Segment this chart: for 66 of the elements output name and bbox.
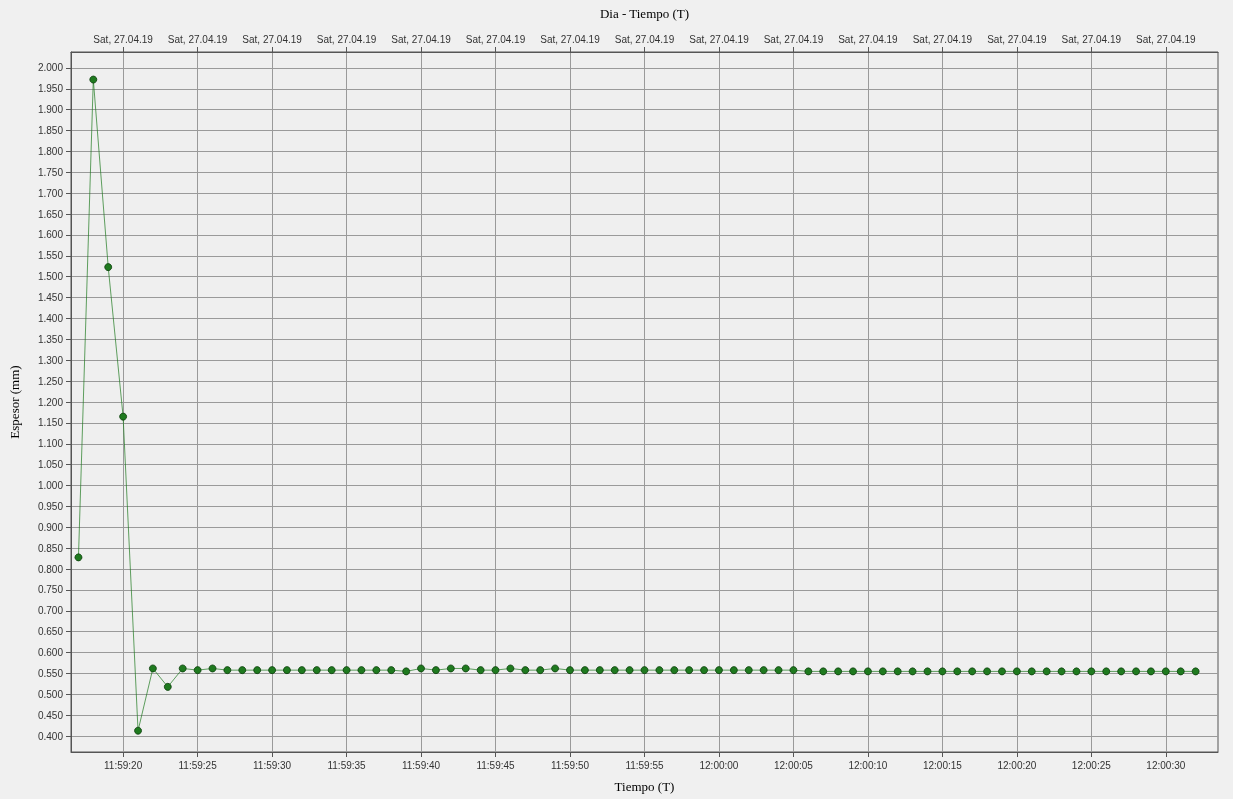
y-tick-label: 1.500 (37, 271, 64, 283)
text: Sat, 27.04.19 (167, 33, 228, 45)
y-tick-label: 0.550 (37, 667, 64, 679)
y-tick-label: 0.750 (37, 584, 64, 596)
y-tick-label: 0.700 (37, 605, 64, 617)
y-tick-label: 1.400 (37, 312, 64, 324)
text: Sat, 27.04.19 (912, 33, 973, 45)
y-tick-label: 1.750 (37, 166, 64, 178)
text: Sat, 27.04.19 (614, 33, 675, 45)
x-tick-label: 11:59:20 (104, 759, 143, 771)
x-tick-label: 12:00:00 (699, 759, 739, 771)
x-tick-label: 12:00:30 (1146, 759, 1186, 771)
y-tick-label: 2.000 (37, 62, 64, 74)
y-tick-label: 1.550 (37, 250, 64, 262)
y-tick-label: 1.950 (37, 83, 64, 95)
text: Sat, 27.04.19 (987, 33, 1048, 45)
text: Sat, 27.04.19 (540, 33, 601, 45)
y-tick-label: 1.850 (37, 125, 64, 137)
x-tick-label: 12:00:15 (922, 759, 963, 771)
x-tick-label: 11:59:55 (625, 759, 664, 771)
text: Sat, 27.04.19 (316, 33, 377, 45)
y-tick-label: 1.000 (37, 480, 64, 492)
text: Sat, 27.04.19 (689, 33, 750, 45)
y-tick-label: 1.650 (37, 208, 64, 220)
y-tick-label: 1.100 (37, 438, 64, 450)
x-tick-label: 11:59:40 (401, 759, 441, 771)
x-tick-label: 12:00:10 (848, 759, 888, 771)
text: Sat, 27.04.19 (1061, 33, 1122, 45)
y-tick-label: 1.300 (37, 354, 64, 366)
y-tick-label: 0.450 (37, 709, 64, 721)
x-tick-label: 11:59:25 (178, 759, 218, 771)
x-tick-label: 11:59:45 (476, 759, 516, 771)
text: Sat, 27.04.19 (242, 33, 303, 45)
y-tick-label: 1.600 (37, 229, 64, 241)
x-tick-label: 12:00:20 (997, 759, 1037, 771)
x-axis-title: Tiempo (T) (614, 779, 675, 794)
text: Sat, 27.04.19 (93, 33, 154, 45)
y-tick-label: 0.850 (37, 542, 64, 554)
x-tick-label: 11:59:35 (327, 759, 367, 771)
text: Sat, 27.04.19 (1136, 33, 1196, 45)
y-tick-label: 0.400 (37, 730, 64, 742)
y-tick-label: 1.150 (37, 417, 64, 429)
y-tick-label: 1.250 (37, 375, 64, 387)
y-tick-label: 0.900 (37, 521, 64, 533)
y-tick-label: 1.700 (37, 187, 64, 199)
text: Sat, 27.04.19 (763, 33, 824, 45)
y-tick-label: 1.050 (37, 459, 64, 471)
y-tick-label: 1.900 (37, 104, 64, 116)
x-tick-label: 12:00:25 (1071, 759, 1112, 771)
text: Sat, 27.04.19 (391, 33, 452, 45)
y-tick-label: 1.800 (37, 145, 64, 157)
x-tick-label: 11:59:30 (253, 759, 292, 771)
text: Sat, 27.04.19 (838, 33, 899, 45)
text: Sat, 27.04.19 (465, 33, 526, 45)
y-tick-label: 1.450 (37, 292, 64, 304)
y-tick-label: 0.950 (37, 500, 64, 512)
y-tick-label: 0.600 (37, 647, 64, 659)
y-tick-label: 1.350 (37, 333, 64, 345)
x2-axis-title: Dia - Tiempo (T) (599, 6, 690, 21)
y-tick-label: 0.500 (37, 688, 64, 700)
x-tick-label: 12:00:05 (773, 759, 814, 771)
y-axis-title: Espesor (mm) (7, 365, 22, 439)
y-tick-label: 0.650 (37, 626, 64, 638)
y-tick-label: 0.800 (37, 563, 64, 575)
x-tick-label: 11:59:50 (550, 759, 590, 771)
y-tick-label: 1.200 (37, 396, 64, 408)
